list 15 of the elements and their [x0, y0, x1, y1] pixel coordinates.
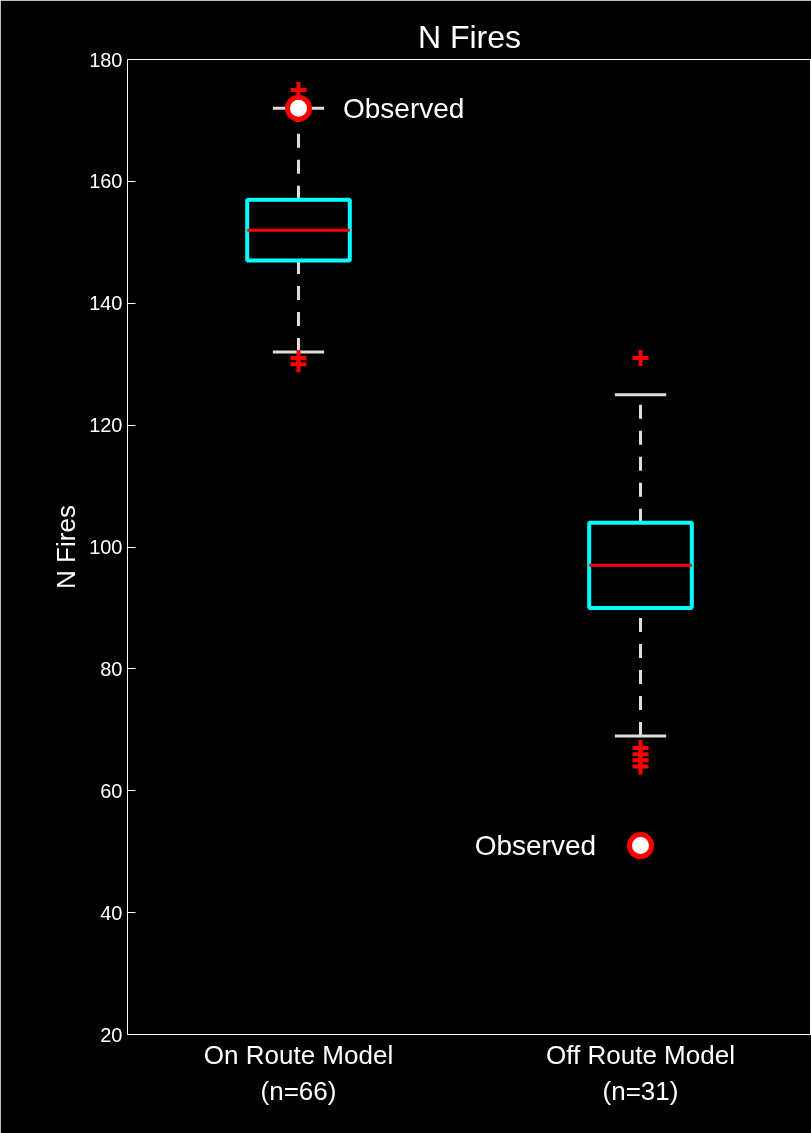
y-tick-label: 100 [89, 536, 123, 558]
y-tick-label: 160 [89, 170, 123, 193]
x-tick-label: On Route Model (n=66) [203, 1039, 394, 1106]
y-tick-label: 20 [100, 1023, 123, 1046]
y-tick-label: 60 [100, 779, 123, 802]
annotation: Observed [474, 830, 597, 862]
x-tick-label: Off Route Model (n=31) [546, 1039, 735, 1106]
annotation: Observed [342, 92, 465, 124]
y-tick-label: 80 [100, 657, 123, 680]
y-axis-title: N Fires [51, 505, 82, 589]
y-tick-label: 180 [89, 48, 123, 71]
y-tick-label: 140 [89, 292, 123, 315]
chart-title: N Fires [417, 18, 522, 55]
y-tick-label: 120 [89, 414, 123, 437]
y-tick-label: 40 [100, 901, 123, 924]
